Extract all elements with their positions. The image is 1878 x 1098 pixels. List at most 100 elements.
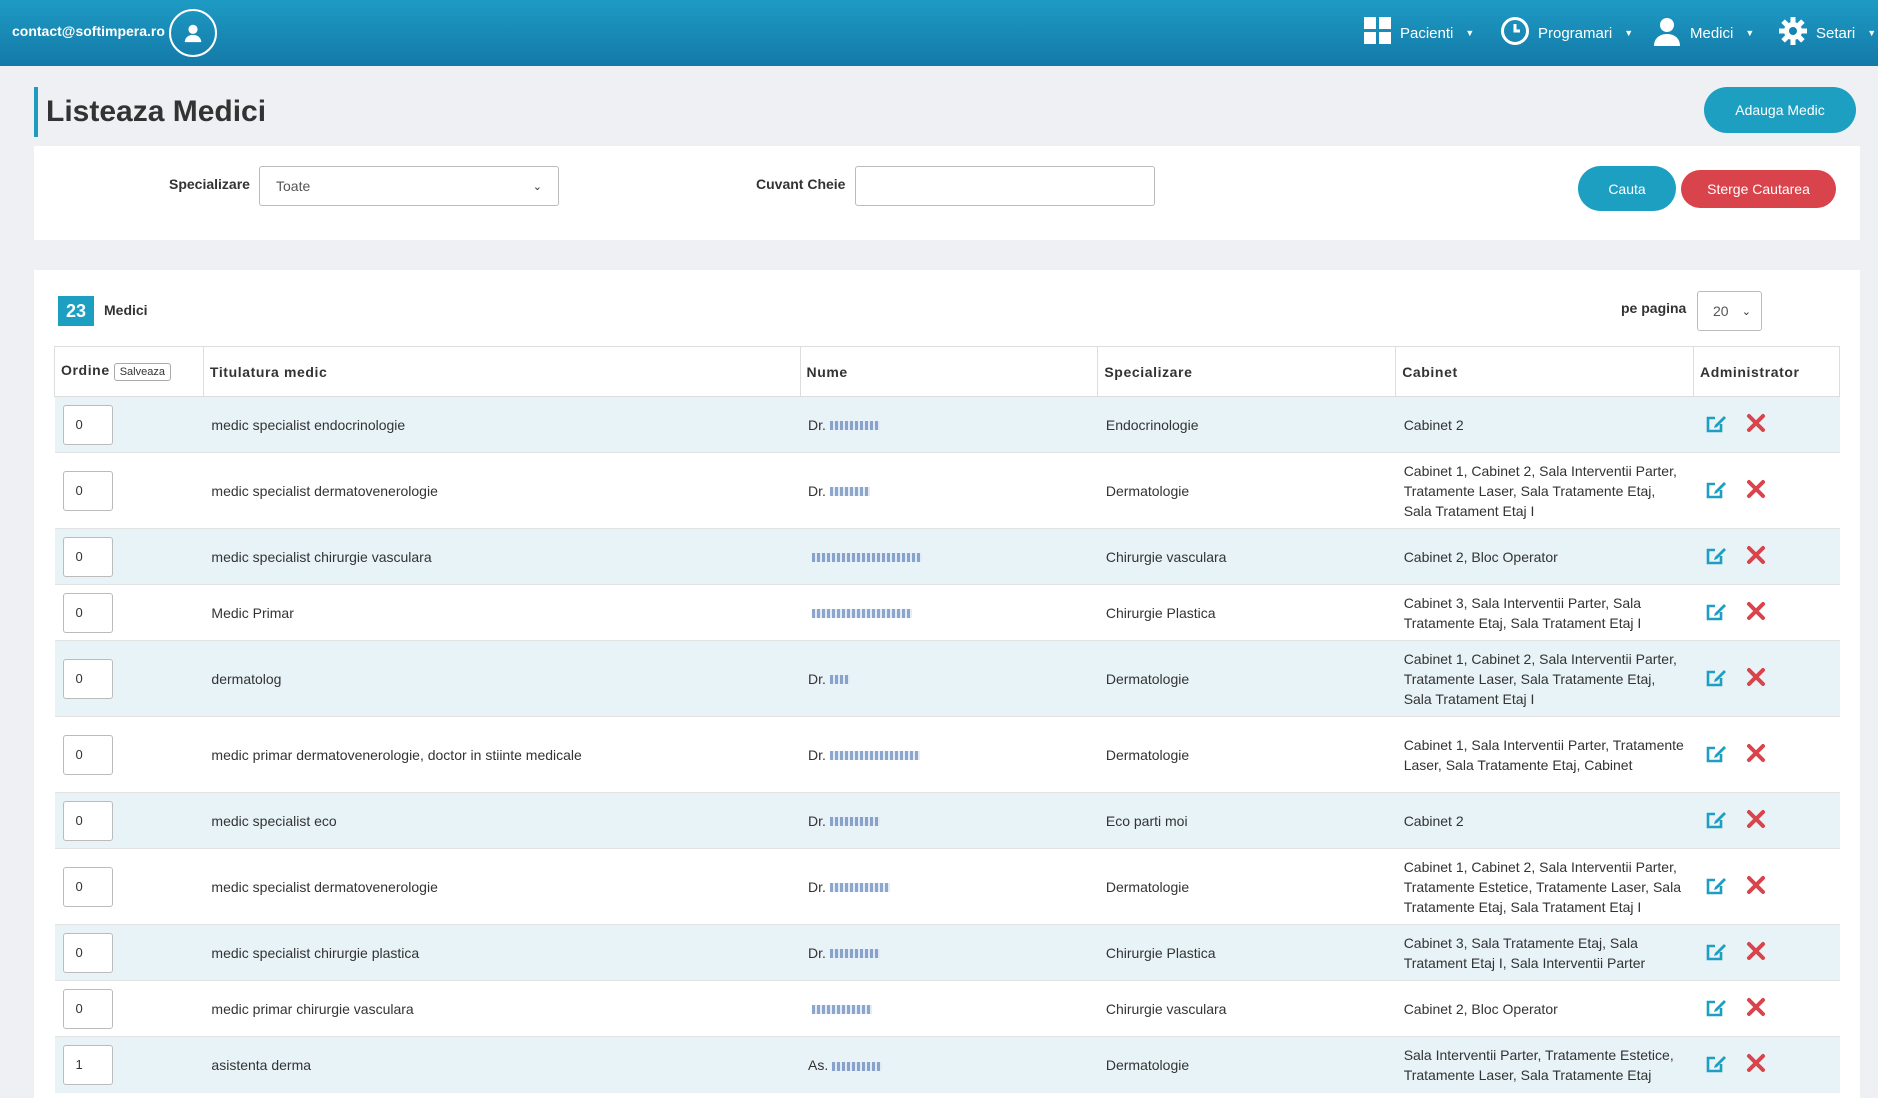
- save-order-button[interactable]: Salveaza: [113, 362, 171, 381]
- keyword-input[interactable]: [855, 166, 1155, 206]
- name-cell[interactable]: Dr.: [800, 848, 1098, 925]
- nav-setari[interactable]: Setari ▼: [1778, 0, 1876, 66]
- cabinet-cell: Cabinet 1, Cabinet 2, Sala Interventii P…: [1395, 848, 1694, 925]
- name-cell[interactable]: Dr.: [800, 924, 1098, 981]
- name-cell[interactable]: Dr.: [800, 716, 1098, 793]
- order-input[interactable]: 0: [62, 866, 113, 907]
- user-email[interactable]: contact@softimpera.ro: [12, 23, 165, 39]
- keyword-label: Cuvant Cheie: [756, 176, 846, 192]
- edit-icon[interactable]: [1704, 1051, 1728, 1078]
- doctor-name[interactable]: Dr.: [808, 812, 826, 829]
- nav-programari[interactable]: Programari ▼: [1500, 0, 1633, 66]
- order-input[interactable]: 0: [62, 404, 113, 445]
- edit-icon[interactable]: [1704, 995, 1728, 1022]
- order-input[interactable]: 0: [62, 470, 113, 511]
- delete-icon[interactable]: [1746, 413, 1766, 436]
- redacted-name: [812, 1005, 873, 1015]
- per-page-value: 20: [1713, 303, 1729, 319]
- delete-icon[interactable]: [1746, 601, 1766, 624]
- add-doctor-button[interactable]: Adauga Medic: [1704, 87, 1856, 133]
- admin-cell: [1693, 584, 1840, 641]
- table-row: 0 medic specialist eco Dr. Eco parti moi Cab…: [54, 792, 1840, 849]
- redacted-name: [829, 751, 920, 761]
- name-cell[interactable]: Dr.: [800, 640, 1098, 717]
- doctor-name[interactable]: Dr.: [808, 878, 826, 895]
- edit-icon[interactable]: [1704, 665, 1728, 692]
- order-cell: 0: [54, 640, 204, 717]
- nav-pacienti[interactable]: Pacienti ▼: [1364, 0, 1474, 66]
- title-cell: medic specialist chirurgie vasculara: [203, 528, 801, 585]
- redacted-name: [829, 949, 880, 959]
- redacted-name: [812, 553, 923, 563]
- page-title-wrap: Listeaza Medici: [34, 87, 266, 137]
- edit-icon[interactable]: [1704, 543, 1728, 570]
- specialization-cell: Endocrinologie: [1097, 396, 1396, 453]
- nav-medici[interactable]: Medici ▼: [1652, 0, 1754, 66]
- search-button[interactable]: Cauta: [1578, 166, 1676, 211]
- per-page-select[interactable]: 20 ⌄: [1697, 291, 1762, 331]
- col-name[interactable]: Nume: [799, 346, 1099, 397]
- name-cell[interactable]: [800, 980, 1098, 1037]
- order-cell: 0: [54, 452, 204, 529]
- col-title[interactable]: Titulatura medic: [202, 346, 801, 397]
- edit-icon[interactable]: [1704, 807, 1728, 834]
- delete-icon[interactable]: [1746, 941, 1766, 964]
- delete-icon[interactable]: [1746, 545, 1766, 568]
- redacted-name: [829, 817, 880, 827]
- chevron-down-icon: ⌄: [532, 180, 542, 193]
- doctor-name[interactable]: As.: [808, 1056, 829, 1073]
- order-input[interactable]: 0: [62, 734, 113, 775]
- delete-icon[interactable]: [1746, 875, 1766, 898]
- user-icon: [1652, 16, 1682, 50]
- name-cell[interactable]: As.: [800, 1036, 1098, 1093]
- gear-icon: [1778, 16, 1808, 50]
- col-specialization[interactable]: Specializare: [1097, 346, 1397, 397]
- doctor-name[interactable]: Dr.: [808, 746, 826, 763]
- specialization-select[interactable]: Toate ⌄: [259, 166, 559, 206]
- specialization-cell: Dermatologie: [1097, 848, 1396, 925]
- clear-search-button[interactable]: Sterge Cautarea: [1681, 170, 1836, 208]
- title-cell: asistenta derma: [203, 1036, 801, 1093]
- cabinet-cell: Cabinet 3, Sala Interventii Parter, Sala…: [1395, 584, 1694, 641]
- cabinet-cell: Cabinet 3, Sala Tratamente Etaj, Sala Tr…: [1395, 924, 1694, 981]
- order-input[interactable]: 0: [62, 800, 113, 841]
- order-input[interactable]: 1: [62, 1044, 113, 1085]
- edit-icon[interactable]: [1704, 477, 1728, 504]
- delete-icon[interactable]: [1746, 667, 1766, 690]
- order-input[interactable]: 0: [62, 658, 113, 699]
- name-cell[interactable]: Dr.: [800, 396, 1098, 453]
- specialization-cell: Chirurgie Plastica: [1097, 584, 1396, 641]
- doctor-name[interactable]: Dr.: [808, 670, 826, 687]
- admin-cell: [1693, 528, 1840, 585]
- order-input[interactable]: 0: [62, 536, 113, 577]
- doctor-name[interactable]: Dr.: [808, 482, 826, 499]
- title-cell: dermatolog: [203, 640, 801, 717]
- edit-icon[interactable]: [1704, 741, 1728, 768]
- title-cell: medic primar dermatovenerologie, doctor …: [203, 716, 801, 793]
- name-cell[interactable]: Dr.: [800, 792, 1098, 849]
- cabinet-cell: Cabinet 2, Bloc Operator: [1395, 528, 1694, 585]
- redacted-name: [829, 883, 890, 893]
- doctor-count-badge: 23: [58, 296, 94, 326]
- delete-icon[interactable]: [1746, 743, 1766, 766]
- delete-icon[interactable]: [1746, 479, 1766, 502]
- doctor-name[interactable]: Dr.: [808, 944, 826, 961]
- name-cell[interactable]: [800, 528, 1098, 585]
- col-cabinet[interactable]: Cabinet: [1395, 346, 1694, 397]
- order-input[interactable]: 0: [62, 988, 113, 1029]
- edit-icon[interactable]: [1704, 873, 1728, 900]
- edit-icon[interactable]: [1704, 411, 1728, 438]
- doctor-name[interactable]: Dr.: [808, 416, 826, 433]
- user-avatar-icon[interactable]: [169, 9, 217, 57]
- delete-icon[interactable]: [1746, 1053, 1766, 1076]
- edit-icon[interactable]: [1704, 599, 1728, 626]
- name-cell[interactable]: [800, 584, 1098, 641]
- order-input[interactable]: 0: [62, 932, 113, 973]
- name-cell[interactable]: Dr.: [800, 452, 1098, 529]
- table-row: 0 medic specialist chirurgie plastica Dr. C…: [54, 924, 1840, 981]
- delete-icon[interactable]: [1746, 809, 1766, 832]
- edit-icon[interactable]: [1704, 939, 1728, 966]
- delete-icon[interactable]: [1746, 997, 1766, 1020]
- nav-setari-label: Setari: [1816, 24, 1856, 42]
- order-input[interactable]: 0: [62, 592, 113, 633]
